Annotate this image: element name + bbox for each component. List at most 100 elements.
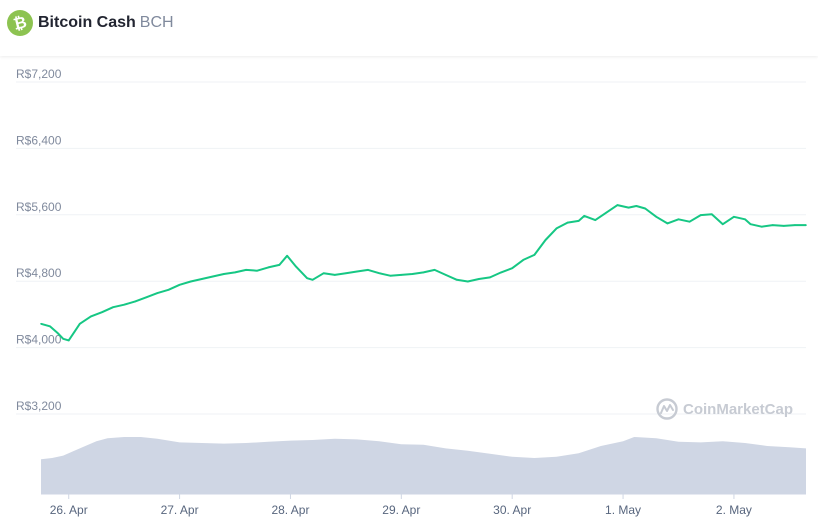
price-point [699,214,702,216]
price-point [744,218,746,221]
coinmarketcap-logo-icon [656,398,678,420]
price-point [760,225,763,228]
price-point [511,267,513,270]
y-tick-label: R$3,200 [16,399,62,413]
coin-header: ₿ Bitcoin Cash BCH [0,0,818,56]
price-point [400,274,403,276]
price-point [67,339,70,342]
price-point [49,325,51,328]
y-tick-label: R$6,400 [16,133,62,147]
price-point [90,315,92,318]
price-point [345,272,347,275]
price-point [616,204,619,206]
coin-name: Bitcoin Cash [38,14,136,31]
price-point [688,220,691,223]
price-point [334,274,336,276]
price-point [577,220,580,222]
volume-series [41,437,806,494]
price-point [245,269,247,271]
price-point [635,205,638,207]
x-tick-label: 2. May [716,503,752,517]
price-point [389,274,392,277]
price-point [433,269,436,271]
price-point [201,278,203,280]
price-point [356,270,358,273]
price-point [605,211,608,214]
price-point [189,280,192,283]
price-point [378,272,381,275]
price-point [677,218,680,221]
price-point [223,273,225,275]
price-point [123,303,125,306]
price-point [79,323,81,325]
x-tick-label: 29. Apr [382,503,420,517]
price-point [533,254,536,256]
price-point [522,259,525,261]
price-point [467,280,469,283]
price-point [62,338,64,340]
price-point [256,269,259,272]
price-point [306,277,308,280]
price-point [456,279,458,281]
watermark-text: CoinMarketCap [683,401,793,418]
price-point [73,331,76,333]
price-point [367,269,369,271]
x-axis: 26. Apr 27. Apr 28. Apr 29. Apr 30. Apr 1. Ma… [41,493,806,517]
y-tick-label: R$5,600 [16,200,62,214]
price-point [234,271,236,274]
price-point [286,255,288,257]
price-point [167,289,170,291]
coinmarketcap-watermark: CoinMarketCap [656,398,793,420]
price-point [566,221,569,224]
price-point [267,266,270,269]
price-point [555,227,558,230]
price-point [311,279,314,281]
price-point [666,222,669,225]
price-point [733,216,735,218]
y-tick-label: R$4,800 [16,266,62,280]
price-point [112,306,114,309]
price-point [644,207,646,210]
price-point [40,323,42,325]
price-point [594,219,597,221]
price-point [478,278,480,280]
y-tick-label: R$4,000 [16,333,62,347]
price-point [56,332,59,334]
grid-lines [16,81,806,415]
x-tick-label: 30. Apr [493,503,531,517]
price-point [444,274,447,276]
y-axis-labels: R$7,200 R$6,400 R$5,600 R$4,800 R$4,000 R$3,2… [16,67,62,413]
price-point [145,296,148,299]
price-line [40,204,807,342]
svg-text:₿: ₿ [12,13,29,34]
x-tick-label: 28. Apr [271,503,309,517]
y-tick-label: R$7,200 [16,67,62,81]
price-point [134,300,136,303]
price-point [212,275,214,278]
price-point [489,276,491,279]
price-point [749,223,752,225]
coin-symbol: BCH [139,14,174,31]
price-point [722,223,724,225]
price-point [805,224,807,226]
price-point [322,272,325,275]
price-point [101,311,103,314]
price-point [500,271,502,274]
price-point [583,215,586,217]
x-tick-label: 1. May [605,503,641,517]
price-point [295,265,297,268]
price-point [178,284,181,286]
price-point [411,273,414,275]
price-point [655,216,658,218]
x-tick-label: 27. Apr [161,503,199,517]
bitcoin-cash-logo-icon: ₿ [7,10,33,36]
price-point [627,206,630,209]
price-point [278,264,281,266]
price-point [422,271,425,274]
volume-area [41,437,806,494]
price-point [544,239,547,241]
x-tick-label: 26. Apr [50,503,88,517]
price-point [711,213,713,216]
price-point [156,292,159,294]
